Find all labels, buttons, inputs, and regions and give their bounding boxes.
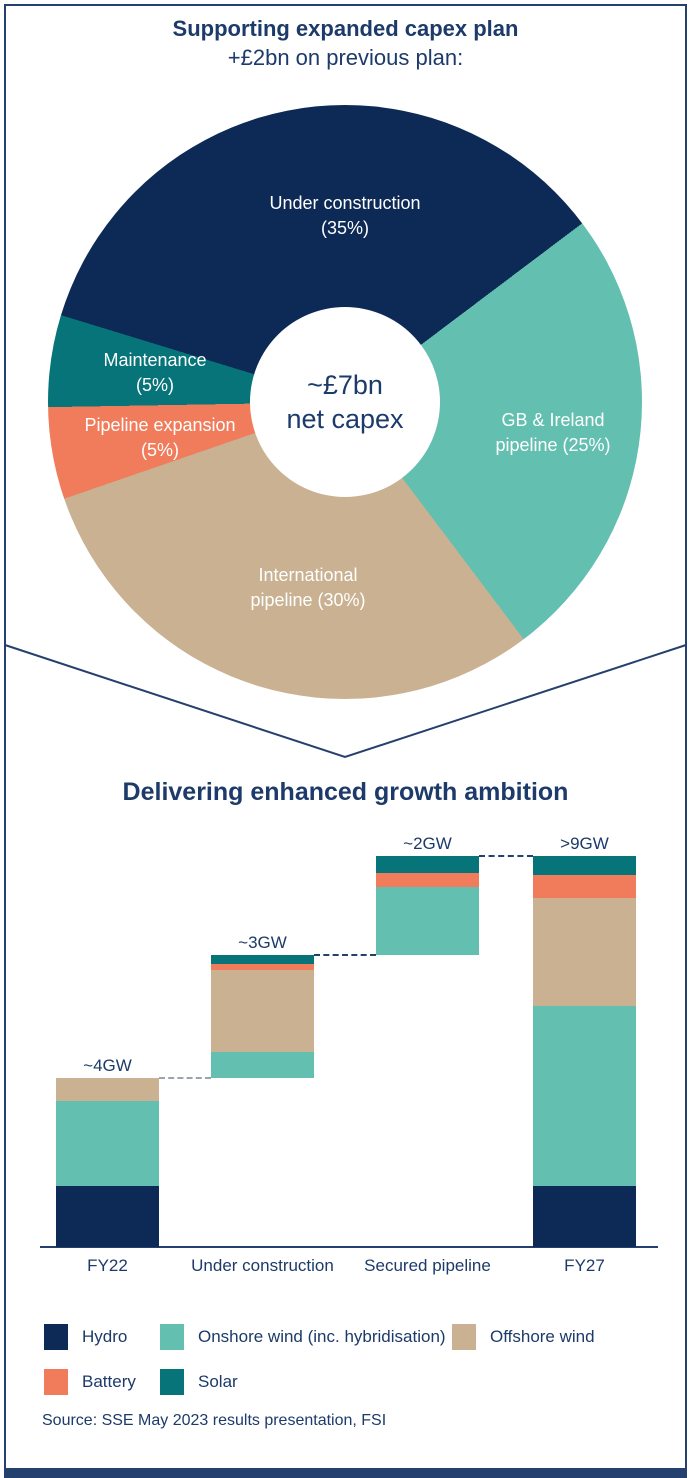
legend-item: Hydro	[44, 1324, 160, 1350]
bar-segment	[533, 898, 636, 1006]
x-axis-label: Secured pipeline	[364, 1256, 491, 1275]
legend-label: Solar	[198, 1372, 238, 1391]
bar-segment	[211, 963, 314, 970]
pie-slice-label: GB & Ireland pipeline (25%)	[495, 410, 611, 455]
legend-item: Solar	[160, 1369, 452, 1395]
bar-segment	[376, 872, 479, 888]
legend-swatch	[44, 1324, 68, 1350]
top-chart-title: Supporting expanded capex plan	[172, 16, 519, 41]
bar-segment	[56, 1185, 159, 1247]
bar-segment	[211, 969, 314, 1053]
legend-label: Battery	[82, 1372, 136, 1391]
donut-hole: ~£7bn net capex	[250, 307, 440, 497]
legend-label: Hydro	[82, 1327, 128, 1346]
bar-fy22	[56, 1077, 159, 1247]
connector-line	[314, 954, 376, 957]
bar-segment	[533, 1185, 636, 1247]
top-chart-subtitle: +£2bn on previous plan:	[227, 45, 464, 70]
legend-item: Battery	[44, 1369, 160, 1395]
pie-slice-label: Pipeline expansion (5%)	[84, 415, 236, 460]
pie-slice-label: Under construction (35%)	[269, 193, 421, 238]
pie-slice-label: International pipeline (30%)	[250, 565, 366, 610]
total-gw-label: ~2GW	[403, 833, 452, 853]
legend-swatch	[160, 1324, 184, 1350]
bar-under-construction	[211, 955, 314, 1078]
donut-center-line1: ~£7bn	[307, 370, 383, 400]
source-text: Source: SSE May 2023 results presentatio…	[42, 1412, 387, 1429]
connector-line	[159, 1076, 211, 1079]
bar-segment	[211, 1052, 314, 1078]
x-axis-line	[40, 1246, 658, 1248]
bottom-chart-title: Delivering enhanced growth ambition	[122, 778, 569, 806]
bar-segment	[56, 1101, 159, 1186]
legend-swatch	[160, 1369, 184, 1395]
legend-label: Offshore wind	[490, 1327, 595, 1346]
x-axis-label: FY27	[564, 1256, 605, 1275]
donut-center-label: ~£7bn net capex	[286, 368, 403, 436]
legend-item: Onshore wind (inc. hybridisation)	[160, 1324, 452, 1350]
x-axis-label: FY22	[87, 1256, 128, 1275]
x-axis-label: Under construction	[191, 1256, 334, 1275]
bar-segment	[56, 1077, 159, 1102]
legend: Hydro Onshore wind (inc. hybridisation) Of…	[44, 1324, 654, 1395]
connector-line	[479, 854, 533, 857]
bar-segment	[211, 955, 314, 964]
total-gw-label: ~4GW	[83, 1055, 132, 1075]
legend-label: Onshore wind (inc. hybridisation)	[198, 1327, 446, 1346]
bar-segment	[376, 855, 479, 873]
bar-segment	[376, 887, 479, 956]
bar-fy27	[533, 855, 636, 1247]
total-gw-label: ~3GW	[238, 933, 287, 953]
donut-center-line2: net capex	[286, 404, 404, 434]
bar-secured-pipeline	[376, 855, 479, 956]
pie-slice-label: Maintenance (5%)	[103, 350, 207, 395]
bar-segment	[533, 874, 636, 899]
legend-item: Offshore wind	[452, 1324, 654, 1350]
legend-swatch	[452, 1324, 476, 1350]
bar-segment	[533, 855, 636, 875]
bar-segment	[533, 1005, 636, 1186]
total-gw-label: >9GW	[560, 833, 609, 853]
legend-swatch	[44, 1369, 68, 1395]
